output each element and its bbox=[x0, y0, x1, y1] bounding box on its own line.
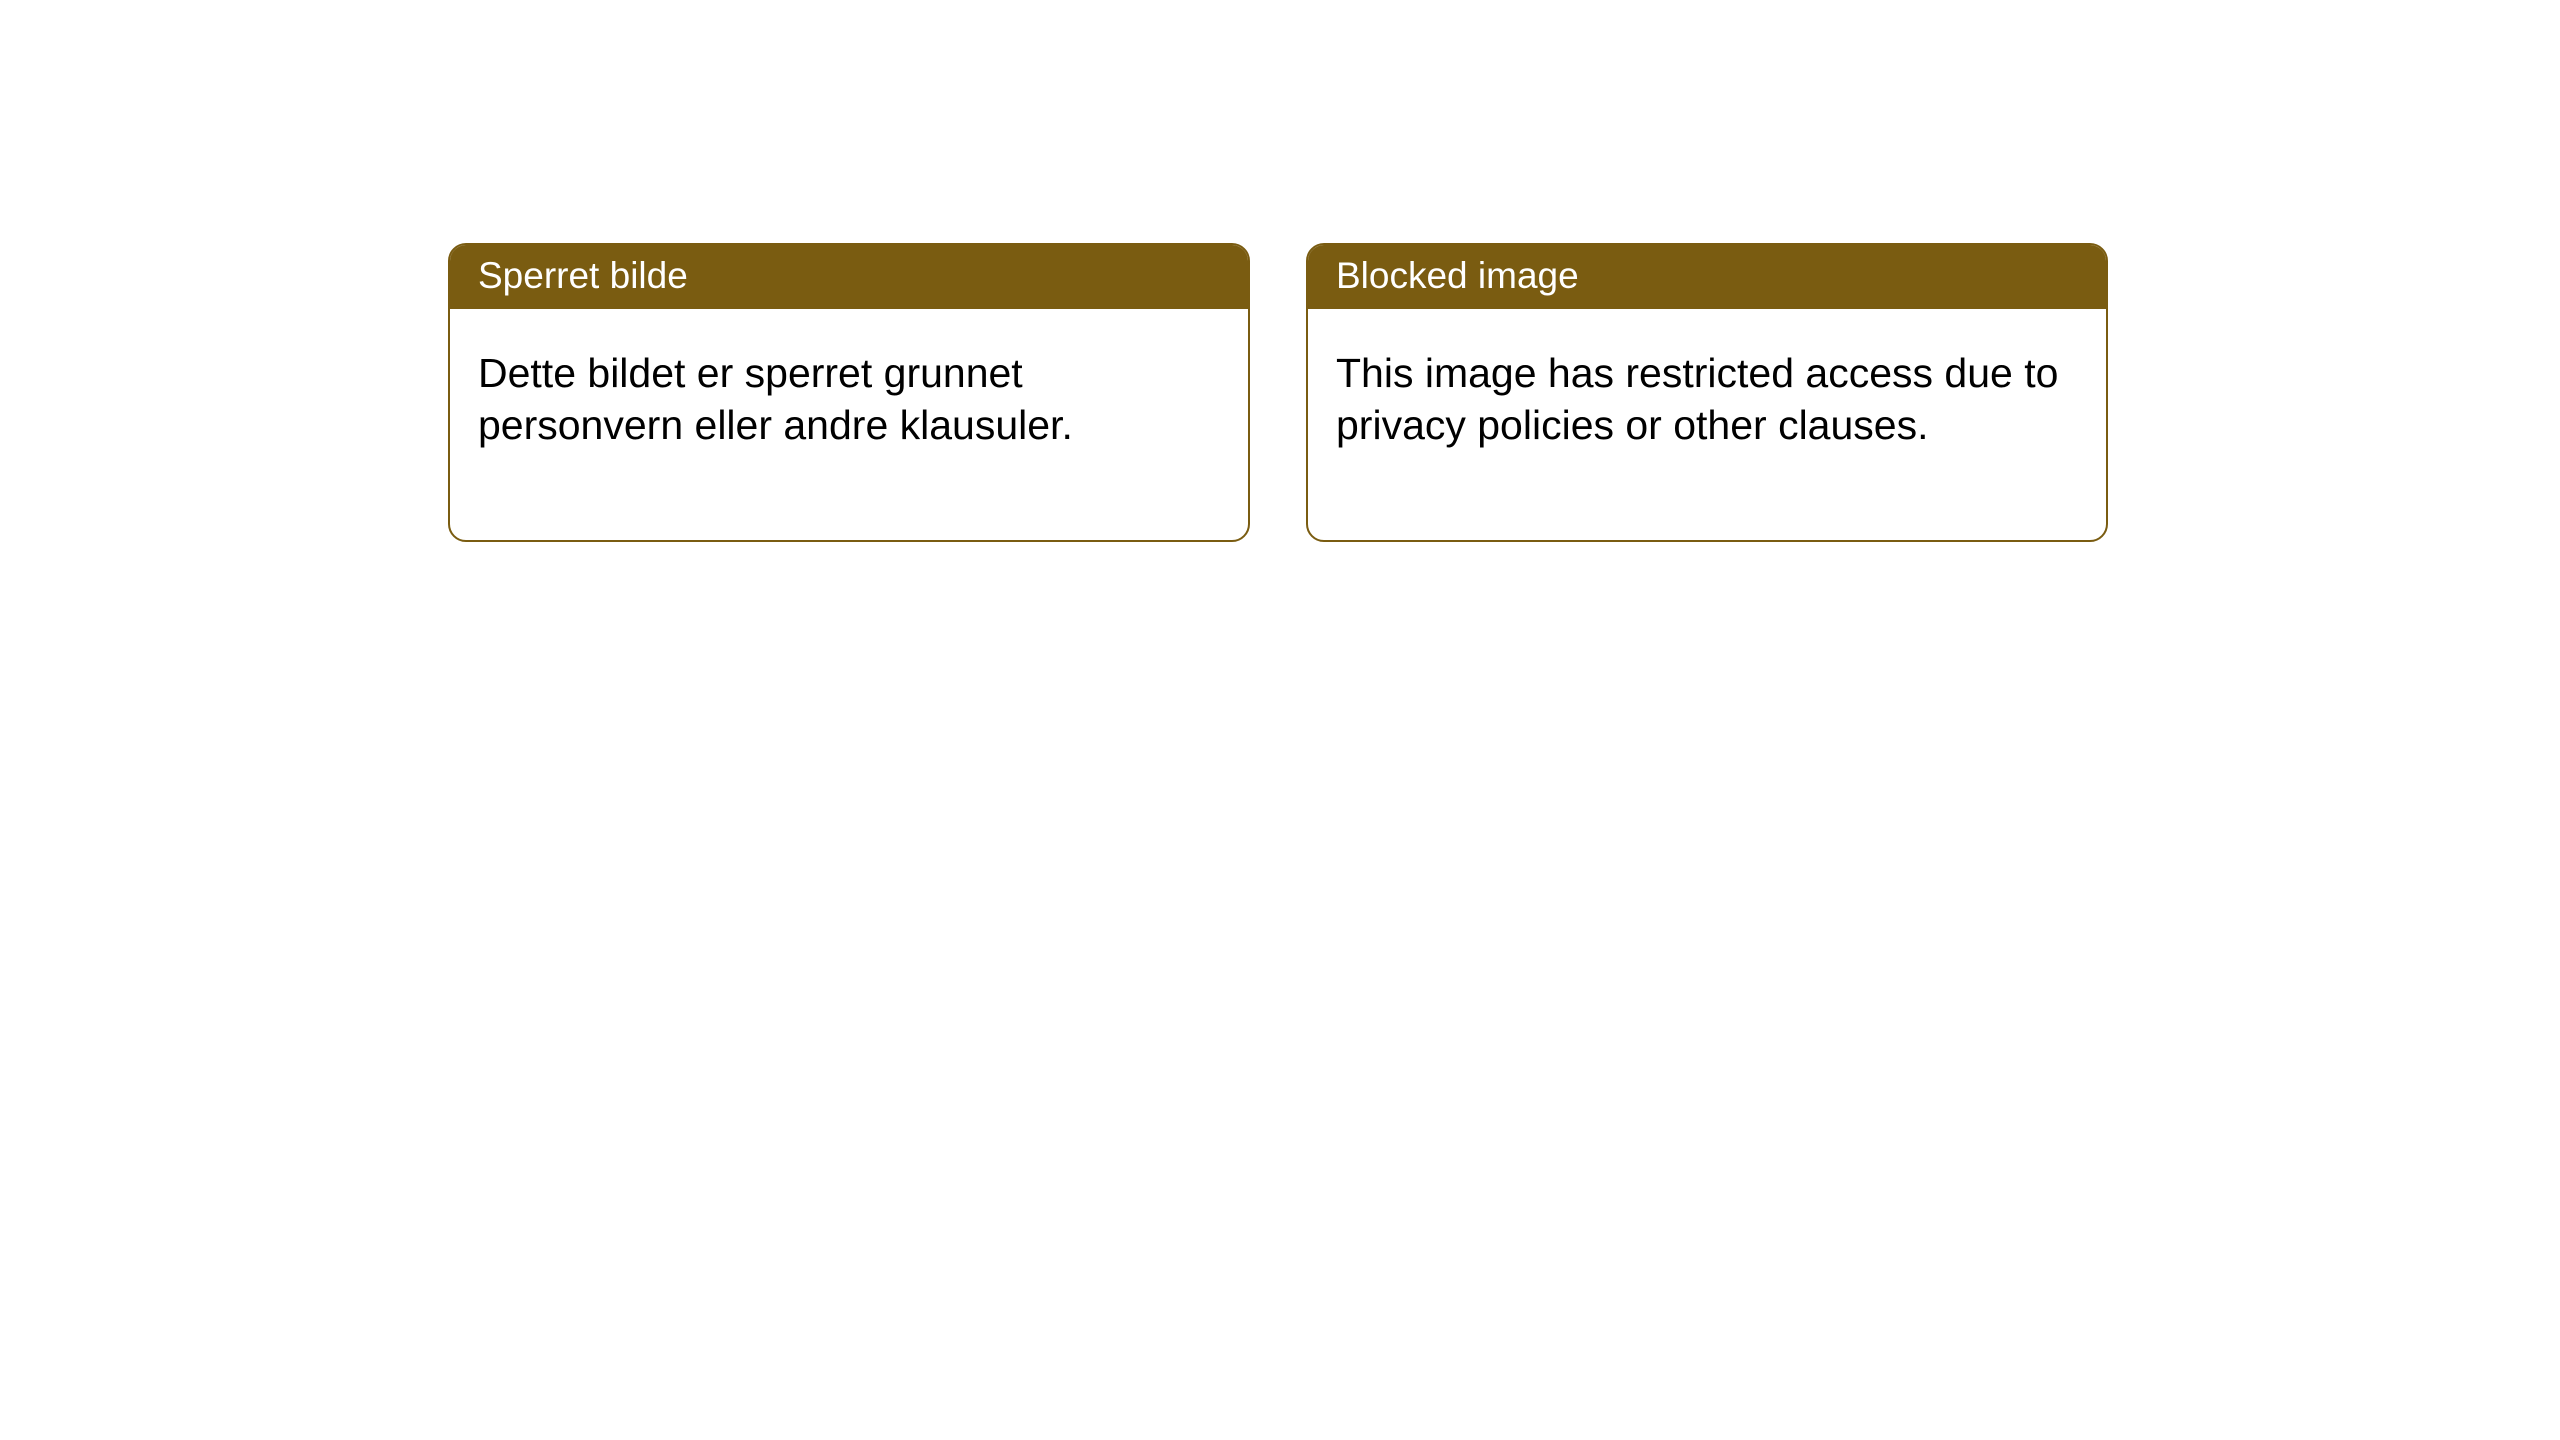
notice-card-norwegian: Sperret bilde Dette bildet er sperret gr… bbox=[448, 243, 1250, 542]
notice-header-english: Blocked image bbox=[1308, 245, 2106, 309]
notice-card-english: Blocked image This image has restricted … bbox=[1306, 243, 2108, 542]
notice-body-norwegian: Dette bildet er sperret grunnet personve… bbox=[450, 309, 1248, 540]
notice-container: Sperret bilde Dette bildet er sperret gr… bbox=[448, 243, 2108, 542]
notice-body-english: This image has restricted access due to … bbox=[1308, 309, 2106, 540]
notice-header-norwegian: Sperret bilde bbox=[450, 245, 1248, 309]
